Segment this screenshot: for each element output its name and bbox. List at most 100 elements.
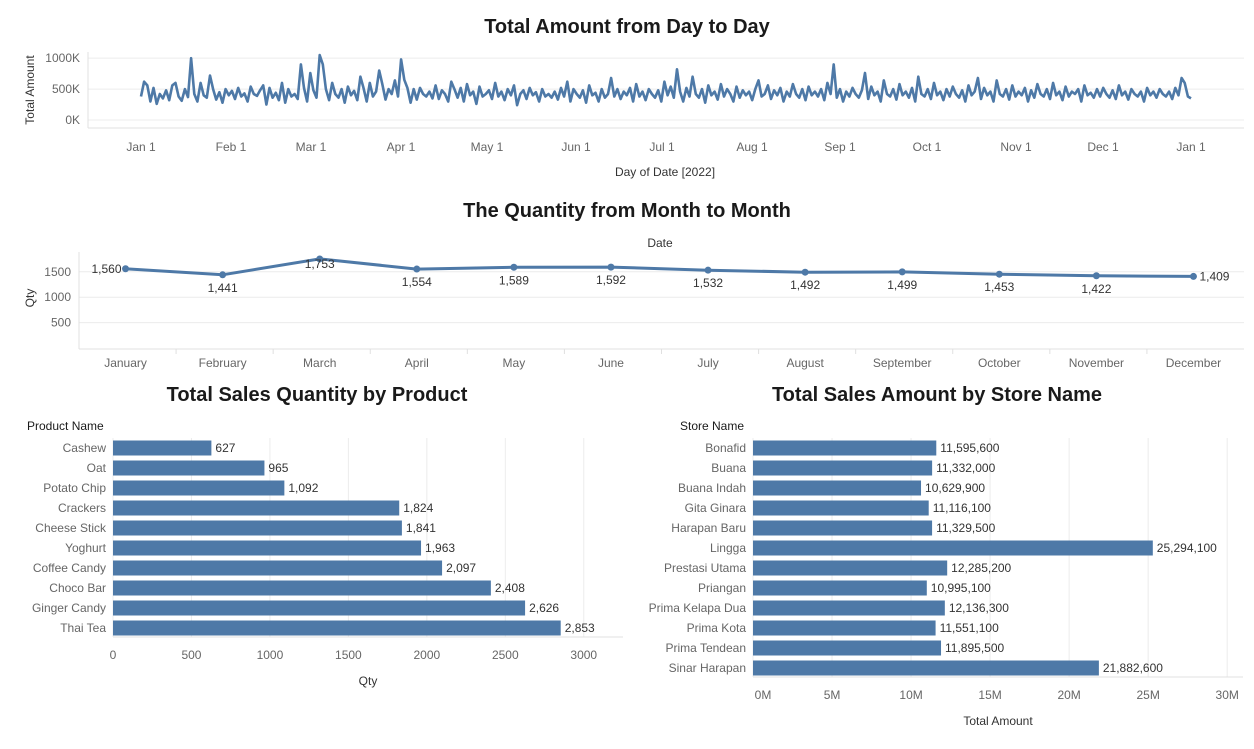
chart2-point: [122, 265, 130, 273]
chart1-x-tick: Aug 1: [736, 140, 768, 154]
chart3-x-tick: 500: [181, 648, 201, 662]
chart4-bar: [753, 460, 933, 476]
chart3-data-label: 1,092: [288, 481, 318, 495]
chart2-point: [413, 265, 421, 273]
chart4-data-label: 12,285,200: [951, 561, 1011, 575]
chart3-category-label: Cashew: [63, 441, 107, 455]
chart2-x-tick: March: [303, 356, 336, 370]
chart1-y-tick: 0K: [65, 113, 80, 127]
chart3-bar: [113, 620, 561, 636]
chart3-title: Total Sales Quantity by Product: [166, 384, 468, 406]
chart3-data-label: 627: [215, 441, 235, 455]
chart1-x-tick: Nov 1: [1000, 140, 1032, 154]
chart3-bar: [113, 500, 400, 516]
chart1-x-tick: Jan 1: [1176, 140, 1206, 154]
chart3-data-label: 2,626: [529, 601, 559, 615]
chart3-data-label: 2,408: [495, 581, 525, 595]
chart3-category-label: Cheese Stick: [35, 521, 107, 535]
chart4-x-label: Total Amount: [963, 714, 1033, 728]
chart1-x-tick: May 1: [471, 140, 504, 154]
chart2-series-line: [125, 257, 1194, 278]
chart3-data-label: 1,824: [403, 501, 433, 515]
chart1-x-tick: Apr 1: [387, 140, 416, 154]
chart2-point: [607, 263, 615, 271]
chart2-point: [510, 263, 518, 271]
chart4-category-label: Sinar Harapan: [669, 661, 746, 675]
chart3-data-label: 2,097: [446, 561, 476, 575]
chart4-data-label: 11,595,600: [940, 441, 999, 455]
chart1-x-label: Day of Date [2022]: [615, 165, 715, 179]
chart4-category-label: Buana: [711, 461, 746, 475]
chart1-y-label: Total Amount: [23, 55, 37, 125]
chart4-data-label: 25,294,100: [1157, 541, 1217, 555]
chart3-bar: [113, 560, 443, 576]
chart4-data-label: 21,882,600: [1103, 661, 1163, 675]
chart2-x-tick: July: [697, 356, 718, 370]
chart4-category-label: Priangan: [698, 581, 746, 595]
chart1-x-tick: Jan 1: [126, 140, 156, 154]
chart3-category-label: Potato Chip: [43, 481, 106, 495]
chart2-y-tick: 1000: [44, 290, 71, 304]
chart2-y-tick: 1500: [44, 265, 71, 279]
chart2-data-label: 1,441: [208, 281, 238, 295]
chart4-x-tick: 5M: [824, 688, 841, 702]
chart4-title: Total Sales Amount by Store Name: [771, 384, 1103, 406]
chart4-data-label: 11,329,500: [936, 521, 995, 535]
chart2-point: [704, 266, 712, 274]
chart3-bar: [113, 440, 212, 456]
chart2-point: [801, 268, 809, 276]
chart4-category-label: Lingga: [710, 541, 746, 555]
chart4-x-tick: 0M: [755, 688, 772, 702]
chart3-x-tick: 1000: [257, 648, 284, 662]
chart2-x-tick: May: [503, 356, 526, 370]
chart2-x-tick: October: [978, 356, 1021, 370]
chart4-bar: [753, 520, 933, 536]
chart4-data-label: 10,629,900: [925, 481, 985, 495]
chart2-x-tick: August: [786, 356, 824, 370]
chart1-x-tick: Sep 1: [824, 140, 856, 154]
chart4-category-label: Prestasi Utama: [664, 561, 746, 575]
chart2-x-tick: September: [873, 356, 932, 370]
chart4-bar: [753, 580, 927, 596]
chart3-x-tick: 2000: [413, 648, 440, 662]
chart4-bar: [753, 600, 945, 616]
chart4-bar: [753, 480, 922, 496]
chart1-y-tick: 1000K: [45, 51, 80, 65]
chart4-category-label: Buana Indah: [678, 481, 746, 495]
chart3-x-tick: 0: [110, 648, 117, 662]
chart2-data-label: 1,560: [92, 262, 122, 276]
chart4-bar: [753, 540, 1153, 556]
chart2-x-tick: November: [1069, 356, 1124, 370]
chart2-point: [219, 271, 227, 279]
chart4-category-label: Prima Kelapa Dua: [649, 601, 747, 615]
chart3-data-label: 1,841: [406, 521, 436, 535]
chart4-x-tick: 20M: [1057, 688, 1080, 702]
chart3-x-tick: 3000: [570, 648, 597, 662]
chart3-data-label: 2,853: [565, 621, 595, 635]
chart3-category-label: Ginger Candy: [32, 601, 106, 615]
chart3-category-label: Yoghurt: [65, 541, 107, 555]
chart4-bar: [753, 440, 937, 456]
chart2-point: [1092, 272, 1100, 280]
chart1-title: Total Amount from Day to Day: [484, 16, 770, 38]
chart2-x-tick: February: [199, 356, 247, 370]
chart2-title: The Quantity from Month to Month: [463, 200, 791, 222]
chart3-x-tick: 1500: [335, 648, 362, 662]
chart3-bar: [113, 520, 402, 536]
chart1-x-tick: Dec 1: [1087, 140, 1119, 154]
chart1-x-tick: Mar 1: [296, 140, 327, 154]
chart2-data-label: 1,592: [596, 273, 626, 287]
chart4-category-label: Bonafid: [705, 441, 746, 455]
chart4-bar: [753, 660, 1099, 676]
chart4-data-label: 10,995,100: [931, 581, 991, 595]
chart4-data-label: 12,136,300: [949, 601, 1009, 615]
chart3-x-tick: 2500: [492, 648, 519, 662]
chart3-category-label: Thai Tea: [60, 621, 106, 635]
chart3-data-label: 1,963: [425, 541, 455, 555]
chart2-y-tick: 500: [51, 316, 71, 330]
chart4-x-tick: 10M: [899, 688, 922, 702]
chart3-bar: [113, 460, 265, 476]
chart4-x-tick: 30M: [1216, 688, 1239, 702]
chart2-point: [316, 255, 324, 263]
chart2-data-label: 1,453: [984, 280, 1014, 294]
